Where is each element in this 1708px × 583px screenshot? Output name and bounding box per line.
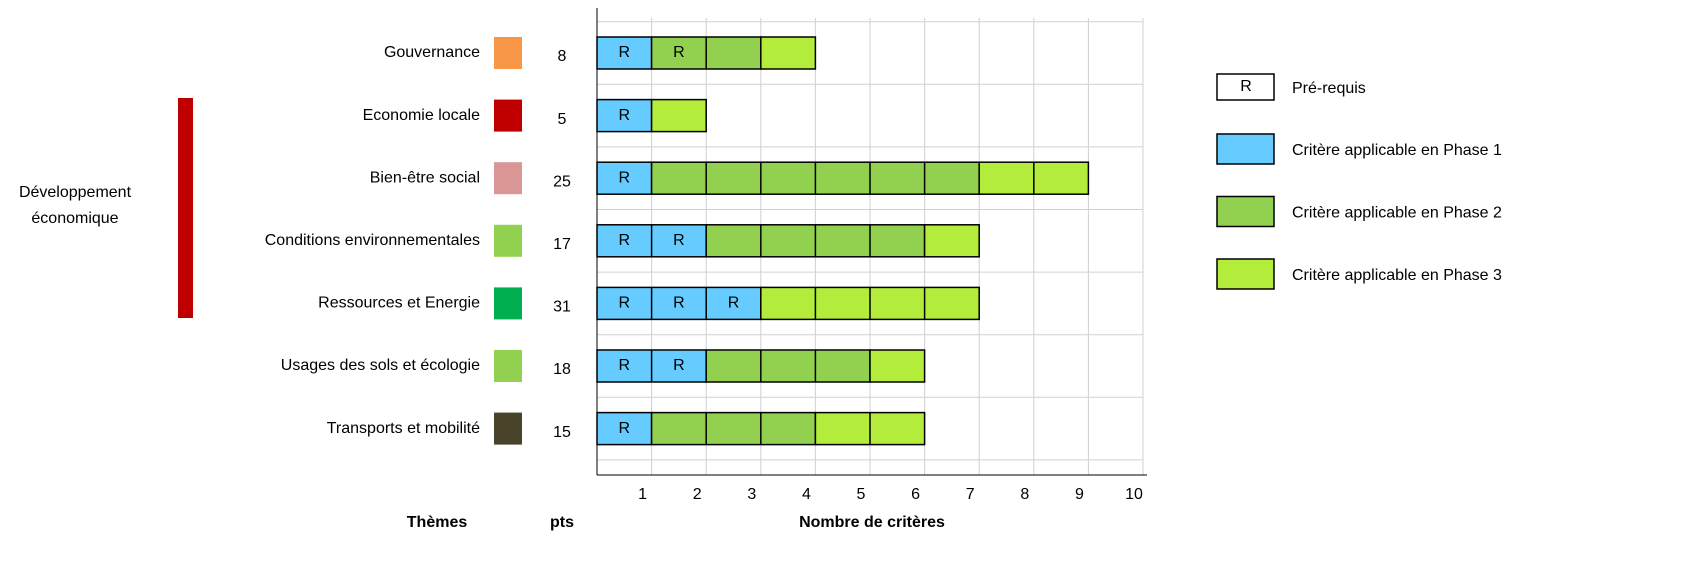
- points-label: pts: [550, 514, 574, 531]
- bar-segment: [650, 411, 817, 446]
- legend-swatch-label: R: [1240, 78, 1252, 95]
- prerequisite-mark: R: [619, 420, 631, 437]
- points-label: 18: [553, 361, 571, 378]
- legend-label: Critère applicable en Phase 2: [1292, 205, 1502, 222]
- legend-swatch: [1216, 258, 1275, 290]
- bar-segment: [760, 36, 817, 70]
- bar-segment: [596, 286, 762, 321]
- bar-segment: [869, 349, 926, 383]
- group-bar: [178, 98, 193, 318]
- x-tick-label: 2: [693, 486, 702, 503]
- x-tick-label: 10: [1125, 486, 1143, 503]
- x-axis-label: Nombre de critères: [799, 514, 945, 531]
- prerequisite-mark: R: [619, 232, 631, 249]
- x-tick-label: 9: [1075, 486, 1084, 503]
- prerequisite-mark: R: [673, 232, 685, 249]
- x-tick-label: 4: [802, 486, 811, 503]
- prerequisite-mark: R: [619, 357, 631, 374]
- theme-color: [494, 162, 522, 195]
- bar-segment: [923, 224, 980, 258]
- prerequisite-mark: R: [728, 295, 740, 312]
- theme-color: [494, 37, 522, 69]
- points-label: 15: [553, 424, 571, 441]
- bar-segment: [596, 411, 653, 446]
- themes-label: Thèmes: [407, 514, 468, 531]
- theme-color: [494, 224, 522, 257]
- bar-segment: [596, 36, 653, 70]
- bar-segment: [705, 349, 871, 383]
- group-label: Développement économique: [18, 184, 132, 227]
- theme-color: [494, 99, 522, 132]
- x-tick-label: 6: [911, 486, 920, 503]
- x-tick-label: 3: [747, 486, 756, 503]
- legend-swatch: [1216, 195, 1275, 228]
- x-tick-label: 5: [857, 486, 866, 503]
- points-label: 25: [553, 173, 571, 190]
- prerequisite-mark: R: [619, 44, 631, 61]
- legend-label: Pré-requis: [1292, 80, 1366, 97]
- x-tick-label: 1: [638, 486, 647, 503]
- theme-color: [494, 287, 522, 320]
- category-label: Conditions environnementales: [265, 232, 480, 249]
- theme-color: [494, 412, 522, 445]
- bar-segment: [596, 161, 653, 195]
- theme-color: [494, 350, 522, 382]
- prerequisite-mark: R: [673, 295, 685, 312]
- legend-label: Critère applicable en Phase 1: [1292, 142, 1502, 159]
- prerequisite-mark: R: [673, 357, 685, 374]
- bar-segment: [650, 98, 707, 133]
- category-label: Usages des sols et écologie: [281, 357, 480, 374]
- points-label: 5: [558, 111, 567, 128]
- points-label: 8: [558, 48, 567, 65]
- bar-segment: [596, 98, 653, 133]
- legend-swatch: [1216, 133, 1275, 165]
- x-tick-label: 7: [966, 486, 975, 503]
- x-tick-label: 8: [1020, 486, 1029, 503]
- category-label: Economie locale: [363, 107, 481, 124]
- legend-label: Critère applicable en Phase 3: [1292, 267, 1502, 284]
- prerequisite-mark: R: [619, 107, 631, 124]
- category-label: Transports et mobilité: [327, 420, 480, 437]
- category-label: Bien-être social: [370, 169, 480, 186]
- prerequisite-mark: R: [619, 169, 631, 186]
- legend-swatch: [1216, 73, 1275, 101]
- prerequisite-mark: R: [619, 295, 631, 312]
- category-label: Ressources et Energie: [318, 295, 480, 312]
- points-label: 17: [553, 236, 571, 253]
- points-label: 31: [553, 299, 571, 316]
- prerequisite-mark: R: [673, 44, 685, 61]
- category-label: Gouvernance: [384, 44, 480, 61]
